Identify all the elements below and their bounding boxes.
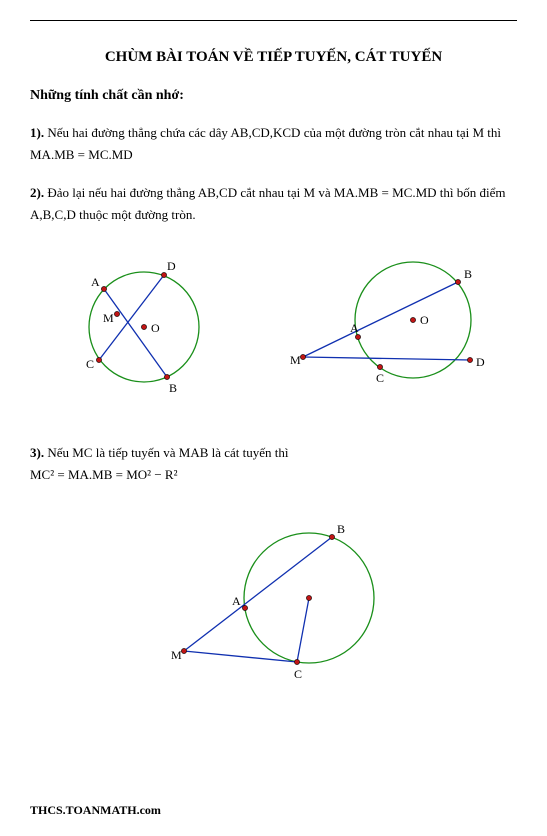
svg-text:O: O [151, 321, 160, 335]
property-1: 1). Nếu hai đường thẳng chứa các dây AB,… [30, 122, 517, 166]
page-title: CHÙM BÀI TOÁN VỀ TIẾP TUYẾN, CÁT TUYẾN [30, 49, 517, 66]
svg-text:B: B [337, 522, 345, 536]
subtitle: Những tính chất cần nhớ: [30, 88, 517, 104]
svg-text:B: B [464, 267, 472, 281]
svg-text:C: C [86, 357, 94, 371]
footer: THCS.TOANMATH.com [30, 803, 161, 818]
item3-text: Nếu MC là tiếp tuyến và MAB là cát tuyến… [44, 445, 288, 460]
svg-text:D: D [167, 259, 176, 273]
item1-text: Nếu hai đường thẳng chứa các dây AB,CD,K… [30, 125, 501, 162]
property-2: 2). Đảo lại nếu hai đường thẳng AB,CD cắ… [30, 182, 517, 226]
item2-num: 2). [30, 185, 44, 200]
property-3: 3). Nếu MC là tiếp tuyến và MAB là cát t… [30, 442, 517, 486]
diagram-row-2: A B C M [30, 503, 517, 693]
item2-text: Đảo lại nếu hai đường thẳng AB,CD cắt nh… [30, 185, 506, 222]
diagrams-row-1: A B C D M O A B C D M O [30, 242, 517, 412]
svg-text:A: A [91, 275, 100, 289]
svg-text:A: A [350, 321, 359, 335]
diagram-2: A B C D M O [278, 242, 498, 402]
top-rule [30, 20, 517, 21]
svg-text:A: A [232, 594, 241, 608]
svg-text:B: B [169, 381, 177, 395]
item1-num: 1). [30, 125, 44, 140]
diagram-3: A B C M [154, 503, 394, 693]
svg-text:D: D [476, 355, 485, 369]
item3-formula: MC² = MA.MB = MO² − R² [30, 467, 177, 482]
svg-text:M: M [171, 648, 182, 662]
svg-text:M: M [290, 353, 301, 367]
svg-text:C: C [376, 371, 384, 385]
svg-text:C: C [294, 667, 302, 681]
svg-text:M: M [103, 311, 114, 325]
svg-text:O: O [420, 313, 429, 327]
item3-num: 3). [30, 445, 44, 460]
diagram-1: A B C D M O [49, 242, 229, 412]
